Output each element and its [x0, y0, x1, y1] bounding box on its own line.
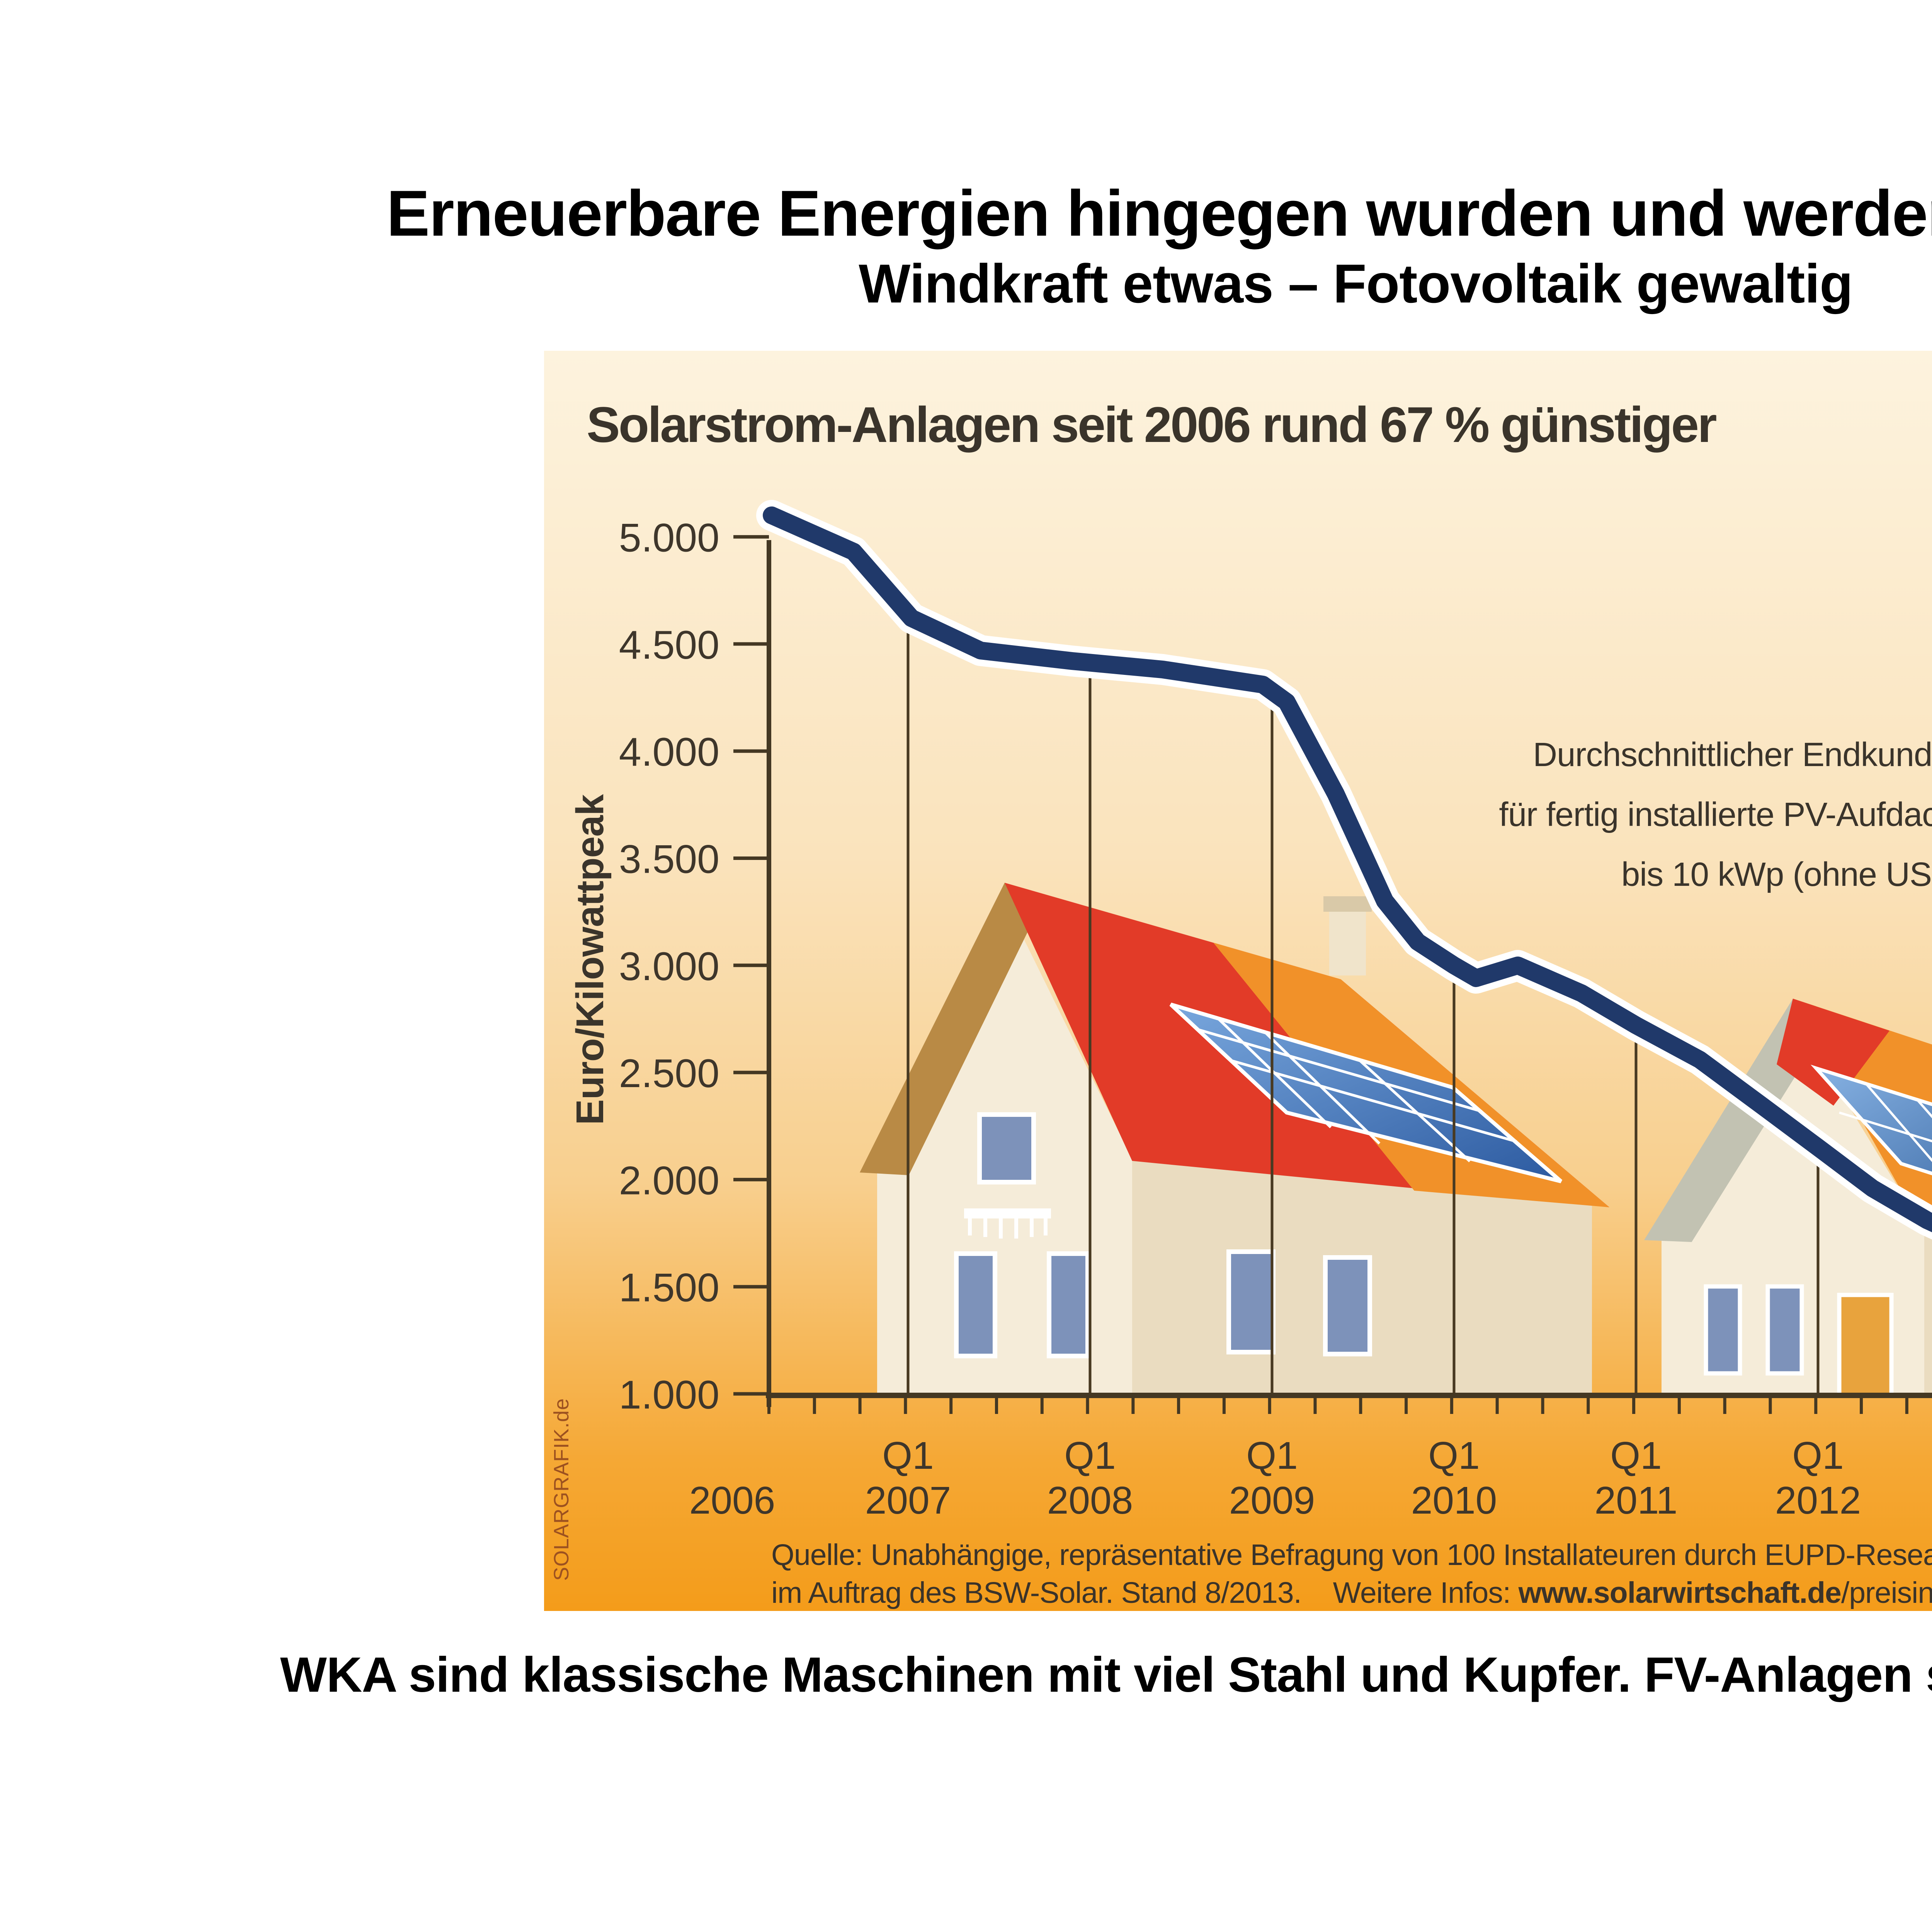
y-tick-label: 1.500: [619, 1266, 719, 1310]
final-value-label: 1.658: [1827, 1307, 1932, 1399]
balcony-rail: [964, 1208, 1051, 1218]
small-house-side-wall: [1924, 1230, 1932, 1395]
window: [954, 1251, 997, 1358]
footer-text: WKA sind klassische Maschinen mit viel S…: [280, 1647, 1932, 1703]
x-tick-label-2006: 2006: [689, 1479, 775, 1522]
q1-gridlines: [906, 618, 1820, 1395]
y-axis-title: Euro/Kilowattpeak: [568, 794, 612, 1125]
large-house-roof-beam: [860, 883, 1031, 1175]
chart-annotation: Durchschnittlicher Endkundenpreis für fe…: [1413, 725, 1932, 904]
price-curve: [756, 500, 1932, 1240]
window: [1047, 1251, 1090, 1358]
chart-panel: 5.000 4.500 4.000 3.500 3.000 2.500 2.000 1.500…: [544, 351, 1932, 1611]
y-tick-label: 1.000: [619, 1373, 719, 1417]
x-tick-q1-label: Q1: [1792, 1434, 1844, 1477]
window: [1765, 1284, 1804, 1376]
window: [1226, 1249, 1276, 1354]
chart-source: Quelle: Unabhängige, repräsentative Befr…: [771, 1536, 1932, 1612]
y-tick-label: 5.000: [619, 516, 719, 561]
source-line-1: Quelle: Unabhängige, repräsentative Befr…: [771, 1538, 1932, 1572]
solar-panel-array-small: [1810, 1064, 1932, 1176]
axis-labels: 5.000 4.500 4.000 3.500 3.000 2.500 2.000 1.500…: [619, 516, 1861, 1522]
chart-canvas: 5.000 4.500 4.000 3.500 3.000 2.500 2.000 1.500…: [619, 500, 1932, 1522]
y-tick-label: 2.500: [619, 1051, 719, 1096]
y-tick-label: 3.000: [619, 944, 719, 989]
page-subtitle: Windkraft etwas – Fotovoltaik gewaltig: [859, 253, 1853, 314]
chart-title: Solarstrom-Anlagen seit 2006 rund 67 % g…: [587, 396, 1717, 453]
x-tick-year-label: 2008: [1047, 1479, 1133, 1522]
y-tick-label: 2.000: [619, 1158, 719, 1203]
source-url: www.solarwirtschaft.de: [1518, 1576, 1842, 1609]
x-tick-q1-label: Q1: [1428, 1434, 1480, 1477]
x-tick-q1-label: Q1: [1610, 1434, 1662, 1477]
x-tick-year-label: 2007: [865, 1479, 951, 1522]
x-tick-year-label: 2012: [1775, 1479, 1861, 1522]
price-curve-line: [763, 506, 1932, 1232]
source-line-2: im Auftrag des BSW-Solar. Stand 8/2013. …: [771, 1576, 1932, 1609]
chimney-cap: [1323, 896, 1372, 912]
solar-panel-grid-lines: [1197, 1028, 1517, 1143]
x-tick-year-label: 2011: [1594, 1479, 1677, 1522]
balcony-bars: [968, 1208, 1048, 1239]
axes: [733, 535, 1932, 1414]
chimney: [1329, 906, 1366, 975]
annotation-line: Durchschnittlicher Endkundenpreis: [1533, 736, 1932, 773]
x-tick-year-label: 2010: [1411, 1479, 1497, 1522]
house-illustration-small: [1644, 999, 1932, 1398]
annotation-line: für fertig installierte PV-Aufdachanlage…: [1499, 796, 1932, 833]
small-house-roof-edge: [1644, 999, 1818, 1242]
y-tick-label: 3.500: [619, 837, 719, 882]
y-tick-label: 4.000: [619, 730, 719, 775]
x-tick-q1-label: Q1: [1064, 1434, 1116, 1477]
x-tick-year-label: 2009: [1229, 1479, 1315, 1522]
window: [1704, 1284, 1742, 1376]
gable-window: [977, 1112, 1036, 1184]
watermark-solargrafik: SOLARGRAFIK.de: [550, 1398, 573, 1581]
y-tick-label: 4.500: [619, 623, 719, 668]
page-title: Erneuerbare Energien hingegen wurden und…: [386, 177, 1932, 250]
house-illustration-large: [860, 883, 1609, 1395]
x-tick-q1-label: Q1: [882, 1434, 934, 1477]
small-house-roof-red: [1777, 999, 1889, 1106]
solar-panel-grid-lines: [1839, 1083, 1932, 1162]
window: [1323, 1255, 1372, 1356]
x-tick-q1-label: Q1: [1246, 1434, 1298, 1477]
annotation-line: bis 10 kWp (ohne USt): [1621, 856, 1932, 893]
